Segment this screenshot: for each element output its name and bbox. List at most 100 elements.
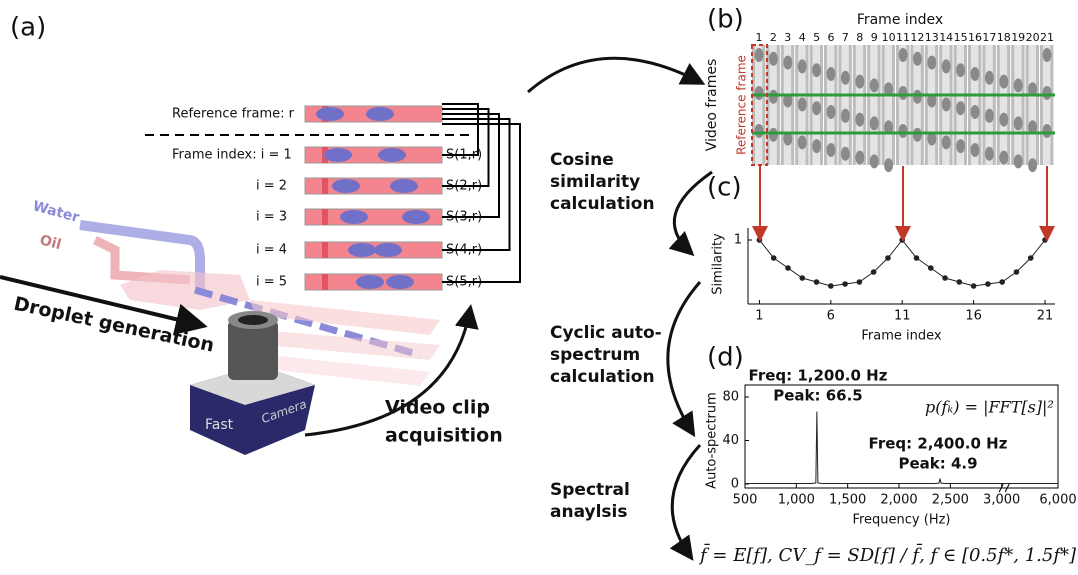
- inlet-label: Water: [31, 198, 81, 226]
- point: [828, 283, 834, 289]
- x-tick-label: 16: [965, 309, 982, 324]
- point: [771, 255, 777, 261]
- frame-droplet: [870, 154, 879, 168]
- frame-droplet: [985, 147, 994, 161]
- frame-number: 21: [1040, 31, 1054, 44]
- frame-droplet: [755, 124, 764, 138]
- frame-channel: [1014, 45, 1021, 165]
- frame-droplet: [899, 124, 908, 138]
- point: [985, 281, 991, 287]
- inlet-label: Oil: [38, 232, 63, 253]
- frame-number: 8: [856, 31, 863, 44]
- frame-droplet: [812, 101, 821, 115]
- step-label: spectrum: [550, 345, 640, 365]
- x-axis-label: Frequency (Hz): [852, 513, 950, 528]
- frame-droplet: [942, 135, 951, 149]
- frame-number: 16: [968, 31, 982, 44]
- step-label: anaylsis: [550, 502, 628, 522]
- x-tick-label: 1: [755, 309, 763, 324]
- frame-number: 14: [939, 31, 953, 44]
- frame-droplet: [1043, 48, 1052, 62]
- y-tick-label: 40: [722, 433, 739, 448]
- x-tick-label: 2,000: [880, 493, 917, 508]
- point: [814, 279, 820, 285]
- frame-droplet: [884, 158, 893, 172]
- annotation: Freq: 2,400.0 Hz: [869, 435, 1008, 453]
- panel-label: (a): [10, 13, 46, 43]
- frame-number: 3: [784, 31, 791, 44]
- channel-stripe: [322, 242, 328, 258]
- panel-label: (c): [707, 173, 742, 203]
- frame-droplet: [971, 105, 980, 119]
- frame-channel: [755, 45, 762, 165]
- step-label: similarity: [550, 172, 640, 192]
- y-tick-label: 0: [731, 477, 739, 492]
- flow-arrow: [672, 445, 700, 556]
- point: [785, 265, 791, 271]
- summary-formula: f̄ = E[f], CV_f = SD[f] / f̄, f ∈ [0.5f*…: [698, 542, 1077, 566]
- frame-droplet: [1014, 78, 1023, 92]
- frame-droplet: [798, 135, 807, 149]
- frame-droplet: [841, 109, 850, 123]
- droplet: [374, 243, 402, 257]
- frame-channel: [870, 45, 877, 165]
- frame-droplet: [1043, 124, 1052, 138]
- frame-number: 5: [813, 31, 820, 44]
- channel-stripe: [322, 274, 328, 290]
- point: [928, 265, 934, 271]
- droplet: [390, 179, 418, 193]
- point: [857, 279, 863, 285]
- droplet: [316, 107, 344, 121]
- frame-droplet: [769, 52, 778, 66]
- frame-droplet: [769, 90, 778, 104]
- droplet: [324, 148, 352, 162]
- frame-droplet: [1014, 116, 1023, 130]
- frame-droplet: [1028, 158, 1037, 172]
- frame-droplet: [812, 63, 821, 77]
- channel-stripe: [322, 178, 328, 194]
- droplet: [386, 275, 414, 289]
- x-tick-label: 1,500: [829, 493, 866, 508]
- frame-label: i = 3: [256, 210, 287, 225]
- point: [971, 283, 977, 289]
- point: [957, 279, 963, 285]
- x-tick-label: 11: [894, 309, 911, 324]
- annotation: Peak: 66.5: [773, 387, 863, 405]
- frame-droplet: [1014, 154, 1023, 168]
- step-label: Cyclic auto-: [550, 323, 662, 343]
- frame-droplet: [1043, 86, 1052, 100]
- connector: [442, 114, 499, 217]
- point: [1028, 255, 1034, 261]
- point: [899, 237, 905, 243]
- frame-droplet: [913, 52, 922, 66]
- frame-droplet: [812, 139, 821, 153]
- frame-droplet: [999, 75, 1008, 89]
- frame-number: 17: [982, 31, 996, 44]
- step-label: calculation: [550, 367, 655, 387]
- x-tick-label: 1,000: [778, 493, 815, 508]
- frame-droplet: [855, 75, 864, 89]
- y-tick-label: 80: [722, 390, 739, 405]
- droplet: [366, 107, 394, 121]
- frame-droplet: [841, 71, 850, 85]
- camera-label: Fast: [205, 417, 234, 433]
- panel-label: (b): [707, 5, 744, 35]
- x-tick-label: 6: [827, 309, 835, 324]
- frame-droplet: [755, 48, 764, 62]
- step-label: Spectral: [550, 480, 630, 500]
- frame-droplet: [899, 48, 908, 62]
- droplet: [348, 243, 376, 257]
- frame-droplet: [913, 90, 922, 104]
- y-axis-label: Auto-spectrum: [705, 392, 720, 489]
- point: [757, 237, 763, 243]
- frame-droplet: [942, 97, 951, 111]
- formula: p(fₖ) = |FFT[s]|²: [925, 398, 1054, 417]
- frame-droplet: [899, 86, 908, 100]
- frame-channel: [1000, 45, 1007, 165]
- frame-droplet: [999, 113, 1008, 127]
- frame-droplet: [913, 128, 922, 142]
- step-label: calculation: [550, 194, 655, 214]
- frame-number: 2: [770, 31, 777, 44]
